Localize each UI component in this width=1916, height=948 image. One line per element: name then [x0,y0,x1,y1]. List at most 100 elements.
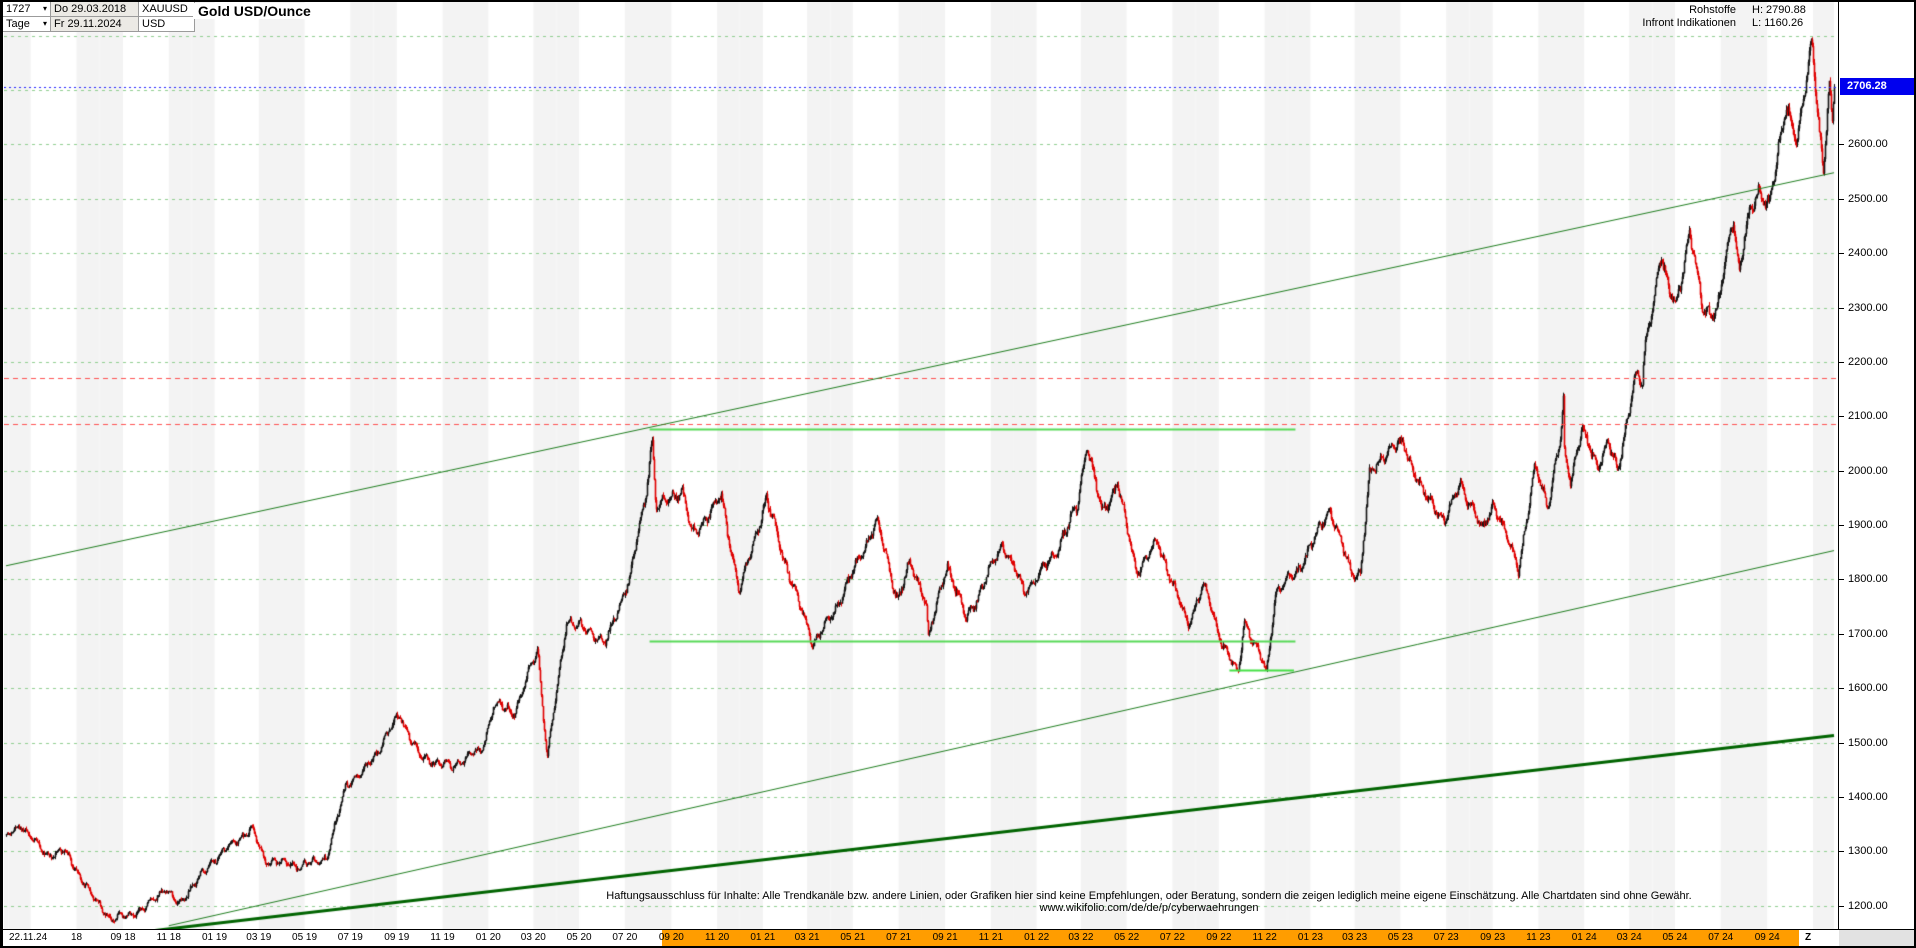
date-label: 05 20 [566,932,592,943]
price-tick-label: 1300.00 [1848,845,1888,858]
price-tick-label: 1500.00 [1848,736,1888,749]
axis-corner [1839,930,1914,946]
date-label: 11 18 [156,932,181,943]
end-date-field[interactable]: Fr 29.11.2024 [51,17,139,32]
date-label: 09 23 [1480,932,1506,943]
price-tick-label: 2100.00 [1848,410,1888,423]
date-label: 09 22 [1206,932,1232,943]
price-tick-mark [1839,525,1844,527]
date-label: 05 23 [1387,932,1413,943]
price-tick-mark [1839,742,1844,744]
timeframe-dropdown[interactable]: Tage ▾ [3,17,51,32]
date-label: 09 20 [658,932,684,943]
chart-title: Gold USD/Ounce [193,3,316,19]
dropdown-arrow-icon: ▾ [42,4,47,13]
date-label: 03 21 [794,932,820,943]
price-tick-mark [1839,688,1844,690]
date-label: 03 19 [246,932,272,943]
date-label: 22.11.24 [9,932,48,943]
date-label: 11 23 [1526,932,1551,943]
bars-count-value: 1727 [6,2,31,15]
chart-toolbar: 1727 ▾ Do 29.03.2018 XAUUSD Tage ▾ Fr 29… [3,2,195,32]
price-tick-label: 2000.00 [1848,464,1888,477]
dropdown-arrow-icon: ▾ [42,19,47,28]
price-tick-mark [1839,416,1844,418]
quote-info: Rohstoffe H: 2790.88 Infront Indikatione… [1642,4,1830,30]
price-tick-label: 1800.00 [1848,573,1888,586]
date-label: 09 21 [932,932,958,943]
date-axis: Z 22.11.24 18 09 18 11 18 01 19 03 19 05 19 07 … [3,929,1914,946]
date-label: 07 19 [337,932,363,943]
start-date-value: Do 29.03.2018 [54,2,127,15]
date-label: 11 22 [1252,932,1277,943]
date-label: 09 18 [110,932,136,943]
date-label: 01 21 [750,932,776,943]
price-tick-mark [1839,796,1844,798]
price-tick-label: 2300.00 [1848,301,1888,314]
price-tick-label: 1700.00 [1848,627,1888,640]
price-tick-label: 1900.00 [1848,519,1888,532]
low-value: L: 1160.26 [1752,17,1804,29]
date-label: 09 24 [1754,932,1780,943]
date-label: 01 23 [1297,932,1323,943]
date-label: 05 24 [1662,932,1688,943]
date-label: 01 22 [1024,932,1050,943]
symbol-label: XAUUSD [139,2,195,17]
date-label: 07 23 [1433,932,1459,943]
price-tick-mark [1839,361,1844,363]
price-tick-mark [1839,198,1844,200]
price-tick-label: 2400.00 [1848,247,1888,260]
date-label: 03 22 [1068,932,1094,943]
date-label: 01 24 [1571,932,1597,943]
symbol-value: XAUUSD [142,2,188,15]
price-tick-mark [1839,144,1844,146]
price-tick-mark [1839,851,1844,853]
source-label: Infront Indikationen [1642,17,1736,29]
date-label: 03 24 [1616,932,1642,943]
timeframe-value: Tage [6,17,30,30]
price-tick-mark [1839,307,1844,309]
price-tick-label: 2200.00 [1848,355,1888,368]
timeline-highlight[interactable] [662,930,1799,946]
date-label: 07 21 [886,932,912,943]
high-value: H: 2790.88 [1752,4,1806,16]
end-date-value: Fr 29.11.2024 [54,17,122,30]
price-tick-label: 1600.00 [1848,682,1888,695]
category-label: Rohstoffe [1689,4,1736,16]
quote-info-row: Rohstoffe H: 2790.88 [1642,4,1830,17]
price-tick-mark [1839,905,1844,907]
price-tick-label: 2500.00 [1848,192,1888,205]
date-label: 11 19 [430,932,455,943]
date-label: 03 23 [1342,932,1368,943]
quote-info-row: Infront Indikationen L: 1160.26 [1642,17,1830,30]
date-label: 03 20 [520,932,546,943]
currency-label: USD [139,17,195,32]
date-label: 07 20 [612,932,638,943]
date-label: 11 21 [978,932,1004,943]
bars-count-dropdown[interactable]: 1727 ▾ [3,2,51,17]
last-price-badge: 2706.28 [1840,77,1914,95]
date-label: 07 22 [1159,932,1185,943]
price-tick-label: 1400.00 [1848,790,1888,803]
price-tick-label: 2600.00 [1848,138,1888,151]
price-chart-canvas[interactable] [4,2,1839,929]
zoom-reset-label[interactable]: Z [1805,932,1812,943]
price-tick-label: 1200.00 [1848,899,1888,912]
start-date-field[interactable]: Do 29.03.2018 [51,2,139,17]
date-label: 07 24 [1708,932,1734,943]
price-tick-mark [1839,579,1844,581]
date-label: 05 19 [292,932,318,943]
date-label: 09 19 [384,932,410,943]
price-tick-mark [1839,470,1844,472]
date-label: 05 21 [840,932,866,943]
price-tick-mark [1839,633,1844,635]
date-label: 01 19 [202,932,228,943]
currency-value: USD [142,17,166,30]
date-label: 18 [70,932,83,943]
date-label: 01 20 [475,932,501,943]
disclaimer-text: Haftungsausschluss für Inhalte: Alle Tre… [606,890,1692,914]
date-label: 05 22 [1114,932,1140,943]
price-tick-mark [1839,253,1844,255]
date-label: 11 20 [704,932,730,943]
